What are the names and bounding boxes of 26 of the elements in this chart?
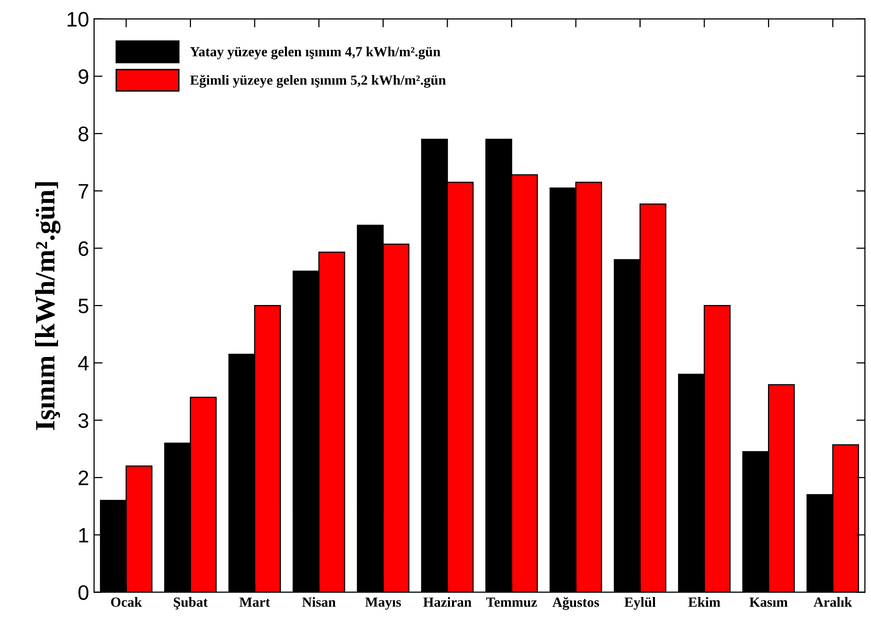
x-tick-label: Haziran (423, 597, 472, 607)
y-tick-label: 2 (78, 470, 88, 486)
y-tick-label: 3 (78, 413, 88, 428)
y-tick-label: 9 (78, 69, 88, 84)
x-tick-label: Ağustos (552, 597, 600, 610)
y-tick-label: 4 (78, 356, 89, 370)
y-tick-label: 10 (68, 12, 88, 27)
legend-label: Eğimli yüzeye gelen ışınım 5,2 kWh/m².gün (190, 74, 446, 88)
x-tick-label: Mayıs (365, 598, 401, 610)
x-tick-label: Ocak (111, 597, 142, 607)
y-tick-label: 5 (78, 298, 88, 314)
x-tick-label: Mart (239, 598, 270, 607)
y-tick-label: 6 (78, 241, 88, 256)
x-tick-label: Temmuz (486, 598, 537, 607)
y-tick-label: 1 (79, 528, 88, 542)
y-axis-title: Işınım [kWh/m².gün] (35, 182, 60, 430)
x-tick-label: Eylül (624, 597, 656, 610)
y-tick-label: 8 (78, 126, 88, 142)
y-tick-label: 7 (78, 184, 88, 198)
x-tick-label: Kasım (749, 598, 788, 607)
x-tick-label: Aralık (814, 597, 852, 607)
x-tick-label: Nisan (302, 597, 336, 607)
legend-label: Yatay yüzeye gelen ışınım 4,7 kWh/m².gün (190, 46, 440, 60)
x-tick-label: Ekim (688, 597, 720, 607)
y-tick-label: 0 (78, 585, 88, 600)
x-tick-label: Şubat (174, 597, 208, 610)
